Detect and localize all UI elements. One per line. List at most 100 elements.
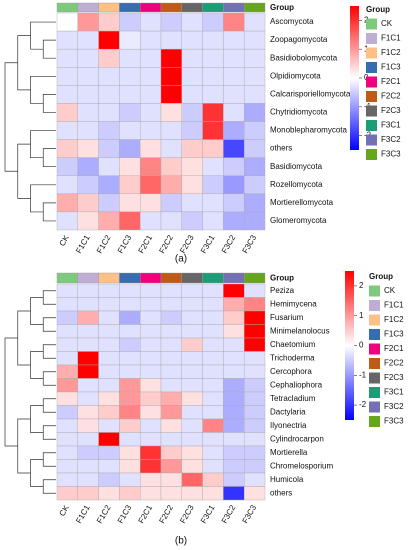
heatmap-cell bbox=[223, 103, 245, 122]
column-label: F1C1 bbox=[74, 503, 92, 525]
row-label: Cephaliophora bbox=[270, 380, 323, 389]
dendrogram-branch bbox=[30, 297, 44, 325]
heatmap-cell bbox=[119, 486, 141, 501]
legend-label: F1C1 bbox=[381, 34, 401, 43]
heatmap-cell bbox=[98, 378, 120, 393]
legend-label: F3C3 bbox=[381, 150, 401, 159]
heatmap-cell bbox=[98, 193, 120, 213]
heatmap-cell bbox=[202, 12, 224, 32]
dendrogram-branch bbox=[17, 310, 31, 366]
heatmap-cell bbox=[181, 175, 203, 195]
heatmap-cell bbox=[181, 193, 203, 213]
legend-swatch bbox=[366, 91, 377, 102]
heatmap-cell bbox=[160, 486, 182, 501]
group-bar-cell bbox=[202, 272, 224, 284]
heatmap-cell bbox=[139, 391, 162, 406]
heatmap-cell bbox=[243, 211, 266, 231]
legend-swatch bbox=[369, 343, 380, 355]
dendrogram-branch bbox=[42, 398, 56, 413]
row-label: Trichoderma bbox=[270, 353, 315, 362]
heatmap-cell bbox=[223, 139, 245, 158]
dendrogram-branch bbox=[42, 479, 56, 494]
colorbar-tick-label: 1 bbox=[359, 311, 364, 320]
heatmap-cell bbox=[202, 432, 224, 447]
row-label: Fusarium bbox=[270, 313, 304, 322]
heatmap-cell bbox=[202, 472, 224, 487]
row-label: Minimelanolocus bbox=[270, 326, 330, 335]
group-bar-cell bbox=[77, 272, 99, 284]
group-bar-cell bbox=[223, 2, 245, 13]
heatmap-cell bbox=[139, 418, 162, 433]
heatmap-cell bbox=[119, 324, 141, 339]
group-bar-cell bbox=[181, 272, 203, 284]
heatmap-cell bbox=[139, 405, 162, 420]
heatmap-cell bbox=[119, 337, 141, 352]
heatmap-cell bbox=[181, 48, 203, 68]
heatmap-cell bbox=[160, 157, 182, 176]
heatmap-cell bbox=[202, 405, 224, 420]
heatmap-cell bbox=[160, 139, 182, 158]
heatmap-cell bbox=[139, 175, 162, 195]
legend-swatch bbox=[369, 329, 380, 340]
dendrogram-branch bbox=[42, 452, 56, 467]
group-bar-cell bbox=[243, 272, 266, 284]
heatmap-cell bbox=[243, 364, 266, 379]
row-label: Hemimycena bbox=[270, 299, 317, 308]
heatmap-cell bbox=[119, 48, 141, 68]
heatmap-cell bbox=[243, 418, 266, 433]
heatmap-cell bbox=[160, 351, 182, 366]
heatmap-cell bbox=[223, 30, 245, 50]
heatmap-cell bbox=[181, 432, 203, 447]
heatmap-cell bbox=[77, 472, 99, 487]
colorbar bbox=[345, 271, 354, 420]
heatmap-cell bbox=[98, 283, 120, 298]
heatmap-cell bbox=[119, 351, 141, 366]
heatmap-cell bbox=[77, 391, 99, 406]
heatmap-cell bbox=[119, 432, 141, 447]
heatmap-cell bbox=[160, 48, 182, 68]
heatmap-cell bbox=[139, 310, 162, 325]
legend-label: F2C1 bbox=[381, 77, 401, 86]
heatmap-cell bbox=[181, 324, 203, 339]
heatmap-cell bbox=[77, 378, 99, 393]
heatmap-cell bbox=[160, 297, 182, 312]
heatmap-cell bbox=[56, 337, 78, 352]
dendrogram-branch bbox=[30, 459, 44, 487]
legend-label: F2C2 bbox=[381, 92, 401, 101]
heatmap-cell bbox=[77, 418, 99, 433]
heatmap-cell bbox=[223, 445, 245, 460]
heatmap-cell bbox=[160, 378, 182, 393]
dendrogram-branch bbox=[42, 344, 56, 359]
heatmap-cell bbox=[119, 139, 141, 158]
heatmap-cell bbox=[119, 378, 141, 393]
group-bar-cell bbox=[160, 2, 182, 13]
heatmap-cell bbox=[77, 48, 99, 68]
heatmap-cell bbox=[77, 157, 99, 176]
heatmap-cell bbox=[202, 391, 224, 406]
legend-label: CK bbox=[381, 19, 393, 28]
heatmap-cell bbox=[119, 283, 141, 298]
heatmap-cell bbox=[139, 297, 162, 312]
heatmap-cell bbox=[223, 486, 245, 501]
heatmap-cell bbox=[160, 67, 182, 86]
heatmap-cell bbox=[98, 67, 120, 86]
heatmap-cell bbox=[56, 30, 78, 50]
heatmap-cell bbox=[98, 364, 120, 379]
row-label: Calcarisporiellomycota bbox=[270, 89, 351, 98]
group-bar-cell bbox=[77, 2, 99, 13]
heatmap-cell bbox=[243, 351, 266, 366]
heatmap-cell bbox=[202, 139, 224, 158]
heatmap-cell bbox=[77, 30, 99, 50]
legend-label: F2C3 bbox=[384, 373, 404, 382]
heatmap-cell bbox=[223, 364, 245, 379]
heatmap-cell bbox=[119, 405, 141, 420]
legend-swatch bbox=[366, 134, 377, 146]
heatmap-cell bbox=[56, 364, 78, 379]
heatmap-cell bbox=[139, 12, 162, 32]
row-label: Ascomycota bbox=[270, 17, 314, 26]
legend-label: F1C3 bbox=[384, 330, 404, 339]
heatmap-cell bbox=[243, 432, 266, 447]
heatmap-cell bbox=[223, 391, 245, 406]
legend-label: F1C3 bbox=[381, 63, 401, 72]
